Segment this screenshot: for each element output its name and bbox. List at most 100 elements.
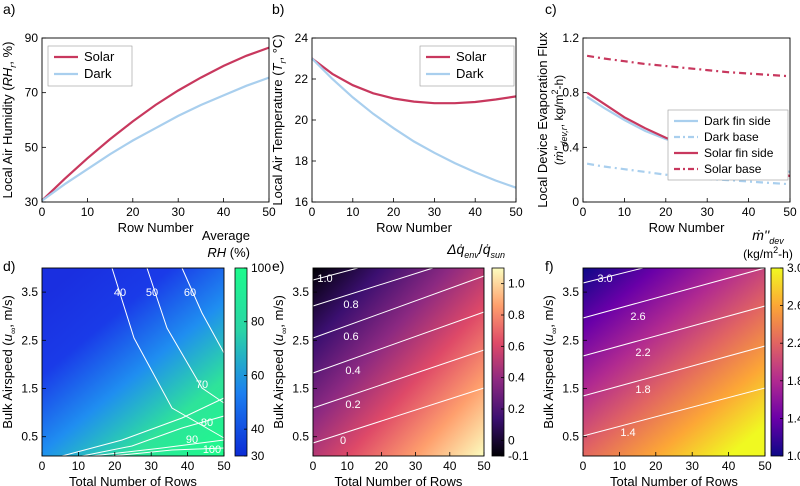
legend-label: Solar fin side <box>704 146 774 160</box>
y-tick-label: 0.5 <box>562 430 579 444</box>
x-tick-label: 50 <box>217 459 231 473</box>
colorbar-tick-label: 1.8 <box>787 374 800 388</box>
contour-line <box>582 267 766 319</box>
x-axis-label: Row Number <box>118 220 195 235</box>
contour-line <box>312 267 434 307</box>
y-axis-label: Local Air Humidity (RHr, %) <box>0 42 18 199</box>
contour-label: 50 <box>146 287 158 299</box>
y-tick-label: 22 <box>295 72 309 86</box>
x-tick-label: 10 <box>81 205 95 219</box>
contour-label: 60 <box>184 287 196 299</box>
x-tick-label: 30 <box>145 459 159 473</box>
legend-box <box>47 45 133 87</box>
panel-e: e) 0 0.2 0.4 0.6 0.8 1.0 -0.1 0 0.2 0.4 0.6 0.8 1.0 Δq… <box>271 241 529 486</box>
y-tick-label: 24 <box>295 31 309 45</box>
axes-frame <box>582 267 766 457</box>
x-tick-label: 40 <box>181 459 195 473</box>
panel-a: a) Solar Dark 0 10 20 30 40 50 30 50 70 90 Row Number… <box>0 1 276 235</box>
series-line-dark <box>311 57 517 189</box>
x-tick-label: 10 <box>618 205 632 219</box>
colorbar-tick-label: 3.0 <box>787 261 800 275</box>
colorbar-title: RH (%) <box>207 245 250 260</box>
contour-label: 100 <box>203 444 221 456</box>
y-tick-label: 18 <box>295 154 309 168</box>
colorbar-tick-label: 1.0 <box>787 449 800 463</box>
y-tick-label: 16 <box>295 195 309 209</box>
contour-label: 90 <box>186 434 198 446</box>
x-tick-label: 0 <box>309 205 316 219</box>
contour-label: 80 <box>201 417 213 429</box>
axes-frame <box>582 37 791 203</box>
colorbar-tick-label: 0.4 <box>508 371 525 385</box>
heatmap-field <box>583 268 765 456</box>
x-tick-label: 20 <box>649 459 663 473</box>
colorbar-tick-label: 1.4 <box>787 411 800 425</box>
y-tick-label: 1.5 <box>562 382 579 396</box>
y-tick-label: 0.5 <box>21 430 38 444</box>
legend-label: Solar <box>456 49 487 64</box>
contour-line <box>312 311 485 374</box>
y-tick-label: 3.5 <box>562 285 579 299</box>
x-tick-label: 0 <box>580 459 587 473</box>
y-tick-label: 0 <box>572 195 579 209</box>
x-tick-label: 20 <box>375 459 389 473</box>
legend-label: Dark base <box>704 130 759 144</box>
x-tick-label: 30 <box>409 459 423 473</box>
colorbar-title: Average <box>202 228 250 243</box>
heatmap-field <box>313 268 484 456</box>
contour-label: 2.2 <box>635 347 650 359</box>
contour-label: 0.6 <box>343 331 358 343</box>
x-tick-label: 30 <box>701 205 715 219</box>
x-tick-label: 40 <box>469 205 483 219</box>
panel-f: f) 1.4 1.8 2.2 2.6 3.0 1.0 1.4 1.8 2.2 2.6 3.0 ṁ''de… <box>541 227 800 486</box>
x-tick-label: 40 <box>742 205 756 219</box>
y-axis-label: Local Air Temperature (Tr, °C) <box>270 34 288 205</box>
panel-letter: c) <box>545 1 557 17</box>
x-tick-label: 50 <box>262 205 276 219</box>
colorbar-tick-label: 2.2 <box>787 336 800 350</box>
x-tick-label: 30 <box>428 205 442 219</box>
y-tick-label: 2.5 <box>21 333 38 347</box>
x-tick-label: 0 <box>39 205 46 219</box>
y-tick-label: 20 <box>295 113 309 127</box>
x-tick-label: 20 <box>659 205 673 219</box>
legend-label: Solar <box>84 49 115 64</box>
colorbar-tick-label: 0.2 <box>508 402 525 416</box>
x-tick-label: 50 <box>783 205 797 219</box>
colorbar-tick-label: 0 <box>508 433 515 447</box>
series-line-dark <box>41 76 270 202</box>
contour-label: 0.2 <box>345 399 360 411</box>
contour-label: 40 <box>114 287 126 299</box>
contour-label: 2.6 <box>630 311 645 323</box>
x-tick-label: 20 <box>387 205 401 219</box>
y-tick-label: 3.5 <box>292 285 309 299</box>
colorbar-title: Δq̇env/q̇sun <box>446 241 505 260</box>
colorbar-tick-label: 60 <box>251 368 265 382</box>
contour-line <box>181 267 225 354</box>
y-tick-label: 1.5 <box>292 382 309 396</box>
y-tick-label: 1.2 <box>562 31 579 45</box>
contour-label: 1.0 <box>317 273 332 285</box>
legend-label: Solar base <box>704 162 762 176</box>
colorbar-title: (kg/m2-h) <box>743 245 793 261</box>
x-tick-label: 50 <box>477 459 491 473</box>
contour-line <box>146 267 225 404</box>
x-axis-label: Row Number <box>376 220 453 235</box>
colorbar-tick-label: 0.8 <box>508 308 525 322</box>
x-tick-label: 30 <box>172 205 186 219</box>
contour-label: 0 <box>340 435 346 447</box>
colorbar-tick-label: 1.0 <box>508 277 525 291</box>
y-tick-label: 50 <box>25 140 39 154</box>
contour-line <box>582 387 766 437</box>
colorbar-tick-label: 30 <box>251 449 265 463</box>
axes-frame <box>41 267 225 457</box>
panel-letter: e) <box>272 258 284 274</box>
x-tick-label: 50 <box>509 205 523 219</box>
contour-line <box>111 447 225 457</box>
y-tick-label: 1.5 <box>21 382 38 396</box>
colorbar <box>234 267 248 457</box>
y-tick-label: 30 <box>25 195 39 209</box>
x-tick-label: 10 <box>346 205 360 219</box>
colorbar-tick-label: 40 <box>251 422 265 436</box>
